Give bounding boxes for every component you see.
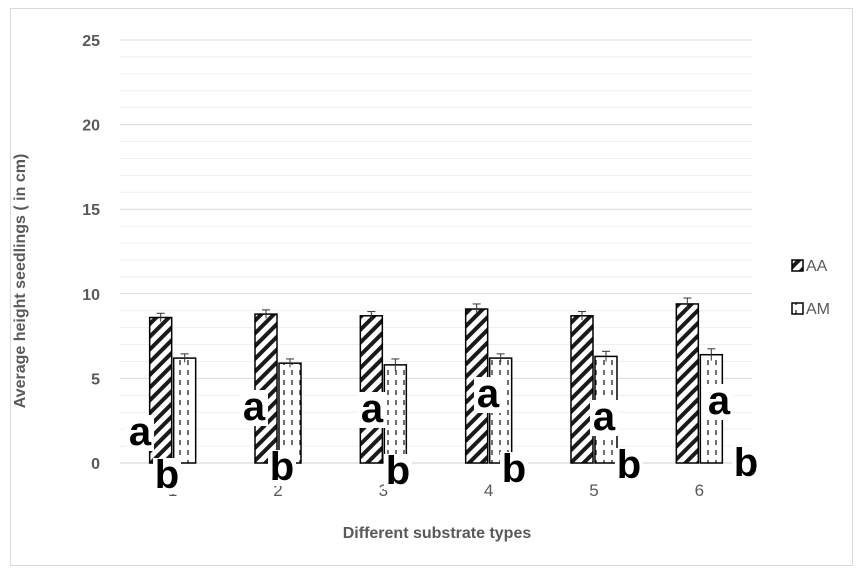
annotation-backdrop — [474, 377, 502, 413]
annotation-backdrop — [153, 458, 181, 494]
x-tick-label: 4 — [484, 481, 493, 500]
bar-AA-6 — [675, 303, 700, 464]
x-tick-label: 6 — [695, 481, 704, 500]
x-tick-label: 5 — [589, 481, 598, 500]
legend: AA AM — [791, 258, 830, 318]
legend-swatch-AM — [791, 302, 804, 315]
y-axis-label: Average height seedlings ( in cm) — [12, 154, 29, 409]
annotation-letter: a — [593, 395, 616, 439]
annotation-backdrop — [384, 454, 412, 490]
legend-label: AM — [806, 301, 830, 318]
annotation-backdrop — [705, 384, 733, 420]
x-tick-label: 2 — [273, 481, 282, 500]
y-tick-label: 10 — [82, 287, 100, 304]
legend-label: AA — [806, 258, 828, 275]
annotation-backdrop — [615, 448, 643, 484]
y-tick-labels: 0 5 10 15 20 25 — [82, 33, 100, 473]
annotation-letter: b — [502, 447, 526, 491]
bars — [148, 297, 724, 464]
y-tick-label: 15 — [82, 202, 100, 219]
annotation-backdrop — [358, 392, 386, 428]
annotation-letter: b — [386, 449, 410, 493]
annotation-letter: b — [155, 453, 179, 497]
annotation-letter: a — [361, 387, 384, 431]
gridlines — [120, 39, 752, 464]
annotation-backdrop — [268, 450, 296, 486]
bar-AM-1 — [172, 357, 197, 464]
y-tick-label: 25 — [82, 33, 100, 50]
annotation-letter: b — [270, 445, 294, 489]
bar-AA-5 — [570, 315, 594, 464]
annotation-letter: b — [734, 441, 758, 485]
annotation-letter: b — [617, 443, 641, 487]
x-tick-label: 3 — [379, 481, 388, 500]
chart-frame — [10, 8, 853, 566]
annotation-backdrop — [126, 415, 154, 451]
annotation-backdrop — [590, 400, 618, 436]
x-axis-label: Different substrate types — [343, 525, 532, 542]
y-tick-label: 5 — [91, 371, 100, 388]
annotation-letter: a — [243, 385, 266, 429]
annotation-letter: a — [477, 372, 500, 416]
legend-swatch-AA — [791, 259, 804, 272]
annotation-backdrop — [240, 390, 268, 426]
annotation-letter: a — [129, 410, 152, 454]
y-tick-label: 20 — [82, 118, 100, 135]
annotation-backdrop — [500, 452, 528, 488]
annotation-backdrop — [732, 446, 760, 482]
annotation-letter: a — [708, 379, 731, 423]
y-tick-label: 0 — [91, 456, 100, 473]
